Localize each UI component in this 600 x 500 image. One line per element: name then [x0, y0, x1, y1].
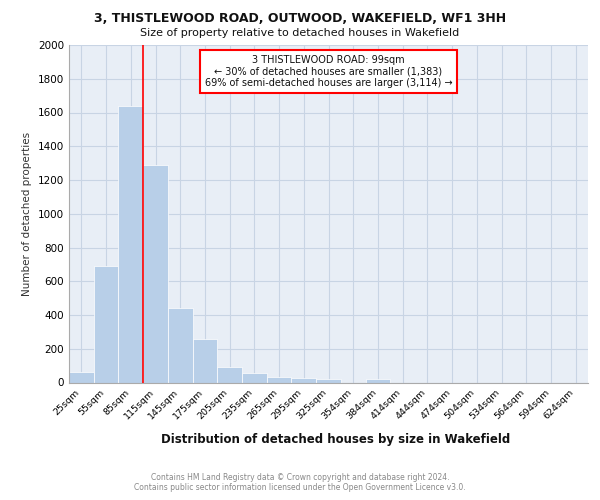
Text: 3 THISTLEWOOD ROAD: 99sqm
← 30% of detached houses are smaller (1,383)
69% of se: 3 THISTLEWOOD ROAD: 99sqm ← 30% of detac…	[205, 55, 452, 88]
Bar	[118, 106, 143, 382]
Bar	[242, 373, 267, 382]
Bar	[217, 368, 242, 382]
Bar	[143, 165, 168, 382]
Bar	[168, 308, 193, 382]
Text: Contains public sector information licensed under the Open Government Licence v3: Contains public sector information licen…	[134, 484, 466, 492]
Bar	[292, 378, 316, 382]
Text: Contains HM Land Registry data © Crown copyright and database right 2024.: Contains HM Land Registry data © Crown c…	[151, 472, 449, 482]
Y-axis label: Number of detached properties: Number of detached properties	[22, 132, 32, 296]
Bar	[193, 340, 217, 382]
Text: Distribution of detached houses by size in Wakefield: Distribution of detached houses by size …	[161, 432, 511, 446]
Bar	[69, 372, 94, 382]
Text: 3, THISTLEWOOD ROAD, OUTWOOD, WAKEFIELD, WF1 3HH: 3, THISTLEWOOD ROAD, OUTWOOD, WAKEFIELD,…	[94, 12, 506, 26]
Bar	[94, 266, 118, 382]
Bar	[365, 379, 390, 382]
Bar	[316, 379, 341, 382]
Bar	[267, 376, 292, 382]
Text: Size of property relative to detached houses in Wakefield: Size of property relative to detached ho…	[140, 28, 460, 38]
